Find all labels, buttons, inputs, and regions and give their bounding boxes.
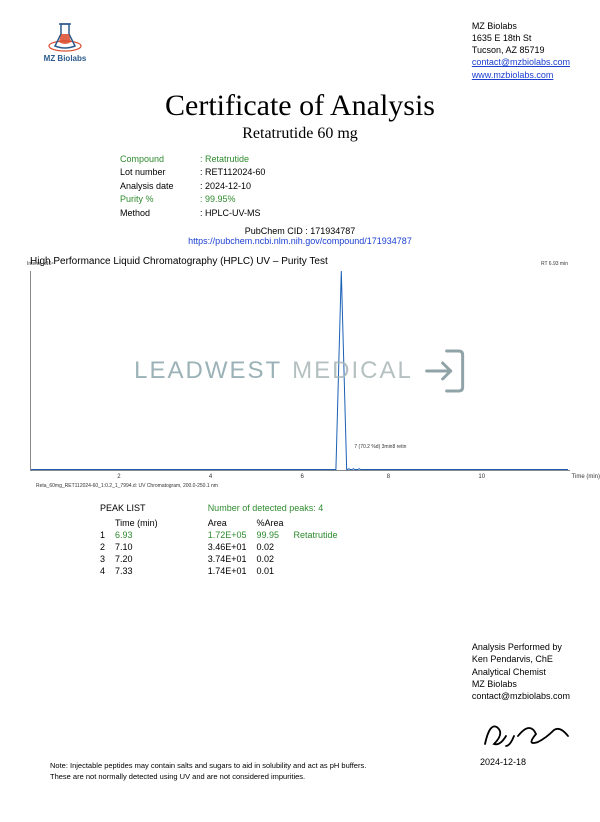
hplc-section-title: High Performance Liquid Chromatography (… bbox=[30, 256, 570, 267]
document-title: Certificate of Analysis bbox=[30, 89, 570, 123]
pubchem-block: PubChem CID : 171934787 https://pubchem.… bbox=[30, 226, 570, 246]
lot-label: Lot number bbox=[120, 166, 200, 180]
company-website-link[interactable]: www.mzbiolabs.com bbox=[472, 70, 554, 80]
pubchem-link[interactable]: https://pubchem.ncbi.nlm.nih.gov/compoun… bbox=[188, 236, 412, 246]
footer-note: Note: Injectable peptides may contain sa… bbox=[50, 760, 420, 783]
time-header: Time (min) bbox=[115, 517, 168, 529]
peak-area: 3.74E+01 bbox=[208, 553, 257, 565]
purity-label: Purity % bbox=[120, 193, 200, 207]
company-email-link[interactable]: contact@mzbiolabs.com bbox=[472, 57, 570, 67]
xtick-4: 4 bbox=[209, 474, 212, 480]
xtick-2: 2 bbox=[117, 474, 120, 480]
peak-pct: 99.95 bbox=[256, 529, 293, 541]
peak-index: 4 bbox=[100, 565, 115, 577]
peak-label bbox=[294, 565, 348, 577]
peak-area: 3.46E+01 bbox=[208, 541, 257, 553]
analyst-line1: Analysis Performed by bbox=[472, 641, 570, 653]
watermark-text-1: LEADWEST bbox=[134, 357, 282, 385]
logo-label: MZ Biolabs bbox=[44, 54, 87, 63]
analyst-line3: Analytical Chemist bbox=[472, 666, 570, 678]
peak-pct: 0.02 bbox=[256, 541, 293, 553]
compound-label: Compound bbox=[120, 153, 200, 167]
method-value: : HPLC-UV-MS bbox=[200, 207, 261, 221]
peak-area-table: Area %Area 1.72E+0599.95Retatrutide 3.46E… bbox=[208, 517, 348, 577]
peak-list-title: PEAK LIST bbox=[100, 503, 168, 513]
peak-list-section: PEAK LIST Time (min) 16.9327.1037.2047.3… bbox=[100, 503, 570, 577]
signature-icon bbox=[480, 716, 570, 752]
peak-time: 7.20 bbox=[115, 553, 168, 565]
analyst-line4: MZ Biolabs bbox=[472, 678, 570, 690]
detected-peaks-title: Number of detected peaks: 4 bbox=[208, 503, 348, 513]
compound-value: : Retatrutide bbox=[200, 153, 249, 167]
pctarea-header: %Area bbox=[256, 517, 293, 529]
note-line2: These are not normally detected using UV… bbox=[50, 771, 420, 782]
xtick-6: 6 bbox=[301, 474, 304, 480]
signature-date: 2024-12-18 bbox=[480, 757, 570, 767]
peak-pct: 0.01 bbox=[256, 565, 293, 577]
peak-index: 3 bbox=[100, 553, 115, 565]
company-logo-block: MZ Biolabs bbox=[30, 20, 100, 63]
peak-time: 7.33 bbox=[115, 565, 168, 577]
peak-rt-label: RT 6.93 min bbox=[541, 261, 568, 267]
watermark-text-2: MEDICAL bbox=[292, 357, 413, 385]
company-address-2: Tucson, AZ 85719 bbox=[472, 44, 570, 56]
analyst-block: Analysis Performed by Ken Pendarvis, ChE… bbox=[472, 641, 570, 702]
peak-label bbox=[294, 553, 348, 565]
peak-area: 1.74E+01 bbox=[208, 565, 257, 577]
peak-index: 1 bbox=[100, 529, 115, 541]
peak-label: Retatrutide bbox=[294, 529, 348, 541]
company-address-1: 1635 E 18th St bbox=[472, 32, 570, 44]
peak-label bbox=[294, 541, 348, 553]
header-row: MZ Biolabs MZ Biolabs 1635 E 18th St Tuc… bbox=[30, 20, 570, 81]
peak-area: 1.72E+05 bbox=[208, 529, 257, 541]
area-header: Area bbox=[208, 517, 257, 529]
analyst-line5: contact@mzbiolabs.com bbox=[472, 690, 570, 702]
chromatogram-file-note: Reta_60mg_RET112024-60_1:0.2_1_7994.d: U… bbox=[36, 483, 570, 489]
hplc-chromatogram-chart: Intens. x10⁴ RT 6.93 min LEADWEST MEDICA… bbox=[30, 271, 570, 471]
peak-time: 7.10 bbox=[115, 541, 168, 553]
coa-page: MZ Biolabs MZ Biolabs 1635 E 18th St Tuc… bbox=[0, 0, 600, 822]
peak-time: 6.93 bbox=[115, 529, 168, 541]
xtick-8: 8 bbox=[387, 474, 390, 480]
small-peak-note: 7 (70.2 %d) 3min8 retin bbox=[354, 444, 406, 450]
peak-time-table: Time (min) 16.9327.1037.2047.33 bbox=[100, 517, 168, 577]
lot-value: : RET112024-60 bbox=[200, 166, 265, 180]
method-label: Method bbox=[120, 207, 200, 221]
note-line1: Note: Injectable peptides may contain sa… bbox=[50, 760, 420, 771]
peak-pct: 0.02 bbox=[256, 553, 293, 565]
company-name: MZ Biolabs bbox=[472, 20, 570, 32]
analysis-date-label: Analysis date bbox=[120, 180, 200, 194]
metadata-block: Compound : Retatrutide Lot number : RET1… bbox=[120, 153, 570, 221]
pubchem-cid: PubChem CID : 171934787 bbox=[30, 226, 570, 236]
xtick-10: 10 bbox=[478, 474, 485, 480]
y-axis-note: Intens. x10⁴ bbox=[27, 261, 54, 267]
analyst-line2: Ken Pendarvis, ChE bbox=[472, 653, 570, 665]
flask-logo-icon bbox=[45, 20, 85, 52]
peak-index: 2 bbox=[100, 541, 115, 553]
x-axis-label: Time (min) bbox=[572, 474, 600, 480]
arrow-bracket-icon bbox=[423, 345, 467, 397]
company-info-block: MZ Biolabs 1635 E 18th St Tucson, AZ 857… bbox=[472, 20, 570, 81]
analysis-date-value: : 2024-12-10 bbox=[200, 180, 251, 194]
document-subtitle: Retatrutide 60 mg bbox=[30, 125, 570, 143]
watermark-overlay: LEADWEST MEDICAL bbox=[134, 345, 467, 397]
signature-block: 2024-12-18 bbox=[480, 716, 570, 767]
purity-value: : 99.95% bbox=[200, 193, 236, 207]
